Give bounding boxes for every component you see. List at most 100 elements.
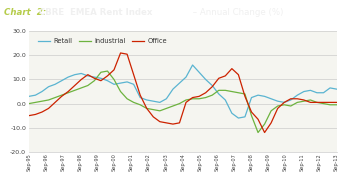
Office bbox=[47, 107, 51, 109]
Retail bbox=[164, 98, 168, 100]
Industrial bbox=[204, 96, 208, 99]
Retail bbox=[145, 99, 149, 101]
Office bbox=[197, 95, 201, 98]
Office bbox=[171, 123, 175, 125]
Retail bbox=[321, 92, 325, 94]
Retail bbox=[190, 64, 194, 66]
Retail bbox=[269, 98, 273, 100]
Retail bbox=[177, 82, 182, 84]
Industrial bbox=[158, 110, 162, 112]
Industrial bbox=[197, 98, 201, 100]
Industrial bbox=[119, 90, 123, 93]
Office bbox=[66, 90, 70, 93]
Industrial bbox=[223, 89, 227, 91]
Industrial bbox=[236, 92, 240, 94]
Retail bbox=[99, 77, 103, 79]
Office bbox=[210, 86, 214, 88]
Office bbox=[105, 75, 109, 77]
Retail bbox=[66, 76, 70, 78]
Retail bbox=[53, 83, 57, 85]
Retail bbox=[47, 86, 51, 88]
Industrial bbox=[184, 99, 188, 101]
Retail bbox=[236, 117, 240, 119]
Retail bbox=[119, 82, 123, 84]
Office bbox=[321, 101, 325, 103]
Office bbox=[151, 116, 155, 118]
Industrial bbox=[27, 102, 31, 105]
Legend: Retail, Industrial, Office: Retail, Industrial, Office bbox=[35, 36, 170, 47]
Office bbox=[138, 94, 142, 96]
Industrial bbox=[250, 114, 254, 117]
Industrial bbox=[282, 104, 286, 106]
Retail bbox=[112, 83, 116, 85]
Retail bbox=[33, 94, 37, 96]
Industrial bbox=[321, 102, 325, 105]
Industrial bbox=[243, 93, 247, 95]
Office bbox=[79, 78, 83, 81]
Industrial bbox=[138, 104, 142, 106]
Retail bbox=[151, 100, 155, 102]
Office bbox=[190, 96, 194, 99]
Office bbox=[27, 114, 31, 117]
Industrial bbox=[289, 105, 293, 107]
Industrial bbox=[177, 102, 182, 105]
Retail bbox=[230, 112, 234, 114]
Industrial bbox=[210, 94, 214, 96]
Retail bbox=[132, 83, 136, 85]
Office bbox=[262, 131, 267, 134]
Industrial bbox=[190, 98, 194, 100]
Office bbox=[282, 101, 286, 103]
Office bbox=[302, 99, 306, 101]
Office bbox=[328, 101, 332, 103]
Industrial bbox=[132, 101, 136, 103]
Office bbox=[40, 111, 44, 113]
Retail bbox=[210, 84, 214, 87]
Industrial bbox=[92, 80, 97, 82]
Office bbox=[92, 77, 97, 79]
Industrial bbox=[59, 94, 64, 96]
Industrial bbox=[125, 98, 129, 100]
Office bbox=[125, 53, 129, 55]
Line: Office: Office bbox=[29, 53, 337, 132]
Office bbox=[243, 95, 247, 98]
Industrial bbox=[262, 123, 267, 125]
Industrial bbox=[79, 87, 83, 89]
Office bbox=[184, 101, 188, 103]
Retail bbox=[335, 88, 339, 90]
Industrial bbox=[171, 105, 175, 107]
Office bbox=[256, 118, 260, 120]
Industrial bbox=[53, 96, 57, 99]
Industrial bbox=[47, 99, 51, 101]
Office bbox=[295, 98, 299, 100]
Retail bbox=[262, 95, 267, 98]
Office bbox=[335, 101, 339, 103]
Retail bbox=[204, 78, 208, 81]
Retail bbox=[217, 93, 221, 95]
Industrial bbox=[105, 70, 109, 72]
Office bbox=[236, 74, 240, 76]
Line: Industrial: Industrial bbox=[29, 71, 337, 132]
Office bbox=[217, 77, 221, 79]
Retail bbox=[308, 89, 312, 91]
Retail bbox=[223, 99, 227, 101]
Industrial bbox=[40, 100, 44, 102]
Retail bbox=[243, 116, 247, 118]
Office bbox=[53, 101, 57, 103]
Retail bbox=[158, 101, 162, 103]
Retail bbox=[282, 101, 286, 103]
Office bbox=[59, 95, 64, 98]
Industrial bbox=[151, 109, 155, 111]
Office bbox=[119, 52, 123, 54]
Office bbox=[230, 68, 234, 70]
Industrial bbox=[66, 92, 70, 94]
Office bbox=[223, 75, 227, 77]
Office bbox=[33, 113, 37, 116]
Office bbox=[269, 122, 273, 124]
Office bbox=[112, 69, 116, 71]
Retail bbox=[328, 87, 332, 89]
Line: Retail: Retail bbox=[29, 65, 337, 118]
Retail bbox=[289, 99, 293, 101]
Industrial bbox=[302, 100, 306, 102]
Retail bbox=[295, 94, 299, 96]
Retail bbox=[27, 95, 31, 98]
